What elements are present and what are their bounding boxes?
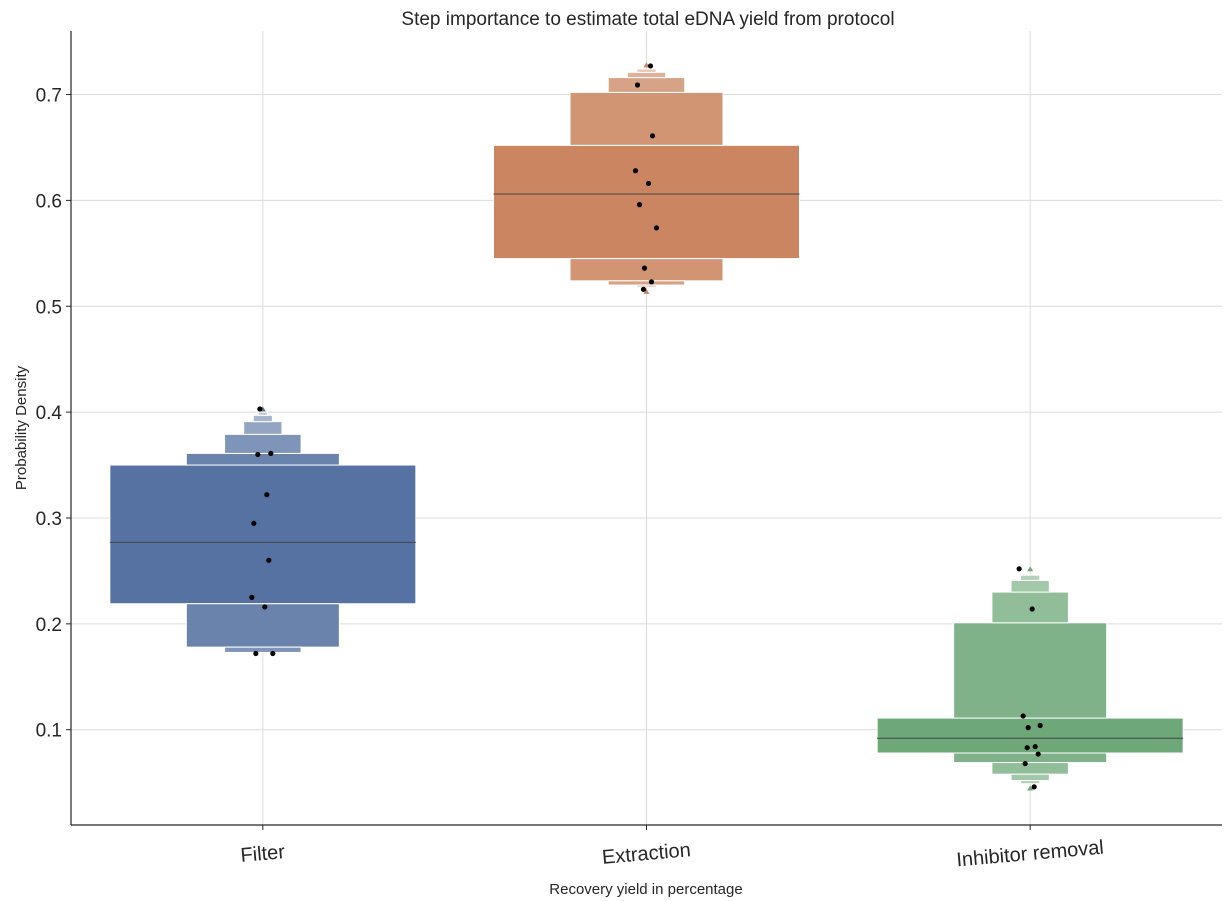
boxen-box	[493, 144, 800, 260]
boxen-box	[953, 622, 1108, 719]
data-point	[251, 520, 257, 526]
boxen-box	[185, 603, 340, 648]
data-point	[1022, 760, 1028, 767]
data-point	[257, 406, 263, 412]
data-point	[1024, 745, 1030, 751]
boxen-box	[1020, 780, 1041, 785]
boxen-box	[569, 91, 724, 146]
data-point	[1035, 751, 1041, 757]
data-point	[653, 225, 660, 231]
data-point	[647, 63, 654, 69]
x-tick-label: Filter	[240, 841, 287, 867]
x-tick-label: Inhibitor removal	[955, 837, 1104, 872]
data-point	[1031, 784, 1037, 790]
data-point	[268, 450, 274, 457]
y-axis-label: Probability Density	[13, 365, 30, 490]
boxen-box	[224, 646, 302, 653]
x-tick-label: Extraction	[601, 839, 692, 869]
x-tick-labels: Filter Extraction Inhibitor removal	[240, 825, 1105, 871]
data-point	[262, 604, 268, 610]
data-point	[264, 492, 270, 498]
y-tick-label: 0.6	[36, 191, 62, 212]
boxen-box	[876, 717, 1184, 754]
y-tick-label: 0.5	[36, 297, 62, 318]
data-point	[253, 650, 259, 657]
data-point	[1037, 722, 1043, 729]
data-point	[270, 650, 276, 657]
data-point	[634, 82, 641, 88]
boxen-box	[991, 762, 1069, 775]
y-tick-label: 0.2	[36, 615, 62, 636]
data-point	[640, 286, 647, 292]
data-point	[1032, 744, 1038, 750]
boxen-box	[252, 414, 273, 423]
y-tick-labels: 0.1 0.2 0.3 0.4 0.5 0.6 0.7	[36, 86, 71, 742]
data-point	[1020, 713, 1026, 719]
boxen-box	[1010, 773, 1050, 782]
boxen-box	[1020, 574, 1041, 581]
boxen-box	[636, 284, 657, 288]
data-point	[255, 451, 261, 458]
boxen-box	[607, 77, 686, 93]
boxen-plot	[109, 68, 1184, 785]
boxen-box	[626, 71, 667, 79]
boxen-box	[953, 752, 1108, 764]
boxen-box	[607, 280, 686, 286]
y-tick-label: 0.7	[36, 86, 62, 107]
data-point	[1025, 725, 1031, 731]
median-lines	[109, 193, 1184, 739]
boxen-box	[1010, 579, 1050, 593]
data-point	[636, 202, 643, 208]
x-axis-label: Recovery yield in percentage	[549, 881, 742, 898]
outlier-marker	[643, 288, 650, 294]
data-point	[249, 594, 255, 600]
boxen-box	[243, 421, 283, 435]
y-tick-label: 0.1	[36, 721, 62, 742]
outlier-marker	[1027, 785, 1034, 791]
data-points	[249, 62, 1043, 791]
data-point	[641, 265, 648, 271]
data-point	[266, 557, 272, 563]
boxen-box	[224, 433, 302, 454]
outlier-marker	[1027, 566, 1034, 572]
data-point	[649, 133, 656, 139]
data-point	[645, 180, 652, 187]
data-point	[1029, 606, 1035, 612]
chart-title: Step importance to estimate total eDNA y…	[401, 9, 894, 30]
boxen-box	[185, 452, 340, 466]
y-tick-label: 0.3	[36, 509, 62, 530]
data-point	[1016, 566, 1022, 572]
boxen-box	[636, 68, 657, 73]
boxen-box	[257, 411, 268, 416]
boxen-box	[109, 464, 417, 605]
data-point	[632, 168, 639, 174]
y-tick-label: 0.4	[36, 403, 63, 424]
data-point	[648, 279, 655, 285]
